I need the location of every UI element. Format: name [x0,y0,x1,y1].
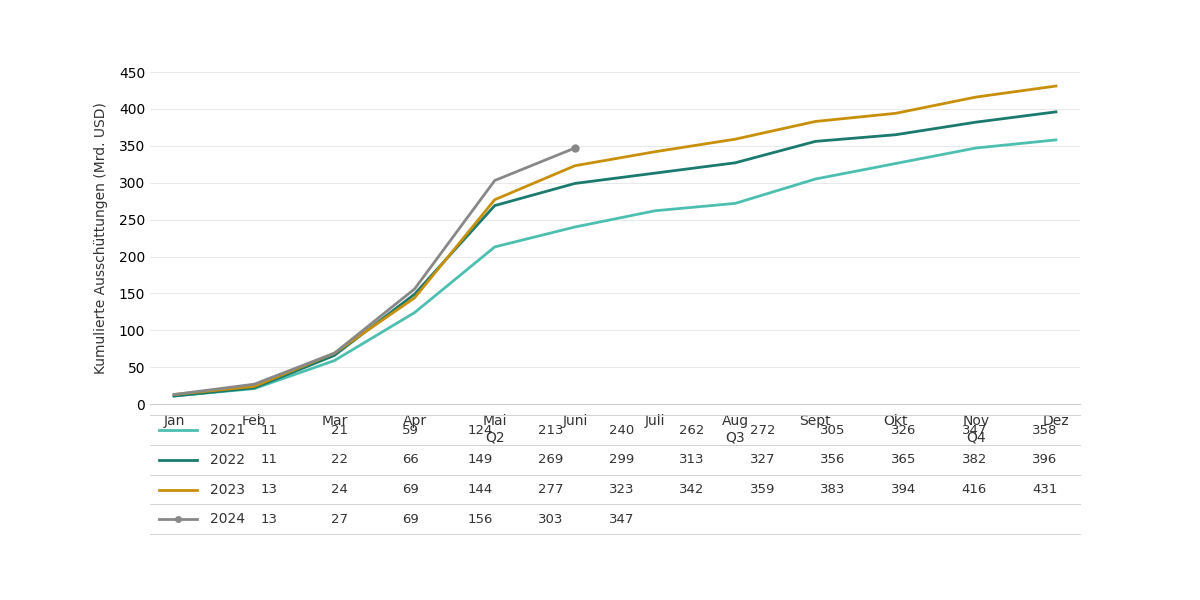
Text: 326: 326 [890,424,917,437]
Text: 416: 416 [961,483,986,496]
Text: 303: 303 [539,512,564,526]
Text: 347: 347 [608,512,635,526]
Text: 365: 365 [890,454,917,466]
Text: 323: 323 [608,483,635,496]
Text: 144: 144 [468,483,493,496]
Text: 313: 313 [679,454,704,466]
Text: 394: 394 [892,483,917,496]
Text: 27: 27 [331,512,348,526]
Text: 11: 11 [260,454,277,466]
Text: 11: 11 [260,424,277,437]
Text: 124: 124 [468,424,493,437]
Text: 396: 396 [1032,454,1057,466]
Text: 13: 13 [260,512,277,526]
Text: 21: 21 [331,424,348,437]
Text: 383: 383 [821,483,846,496]
Text: 24: 24 [331,483,348,496]
Text: 269: 269 [539,454,564,466]
Text: 356: 356 [821,454,846,466]
Text: 305: 305 [821,424,846,437]
Text: 347: 347 [961,424,986,437]
Text: 69: 69 [402,512,419,526]
Text: 2024: 2024 [210,512,246,526]
Text: 272: 272 [750,424,775,437]
Text: 342: 342 [679,483,704,496]
Text: 327: 327 [750,454,775,466]
Y-axis label: Kumulierte Ausschüttungen (Mrd. USD): Kumulierte Ausschüttungen (Mrd. USD) [94,102,108,374]
Text: 277: 277 [539,483,564,496]
Text: 2021: 2021 [210,423,246,437]
Text: 22: 22 [331,454,348,466]
Text: 431: 431 [1032,483,1057,496]
Text: 69: 69 [402,483,419,496]
Text: 213: 213 [539,424,564,437]
Text: 59: 59 [402,424,419,437]
Text: 149: 149 [468,454,493,466]
Text: 66: 66 [402,454,419,466]
Text: 13: 13 [260,483,277,496]
Text: 2022: 2022 [210,453,246,467]
Text: 262: 262 [679,424,704,437]
Text: 299: 299 [608,454,635,466]
Text: 358: 358 [1032,424,1057,437]
Text: 240: 240 [608,424,635,437]
Text: 156: 156 [468,512,493,526]
Text: 2023: 2023 [210,482,246,497]
Text: 359: 359 [750,483,775,496]
Text: 382: 382 [961,454,986,466]
